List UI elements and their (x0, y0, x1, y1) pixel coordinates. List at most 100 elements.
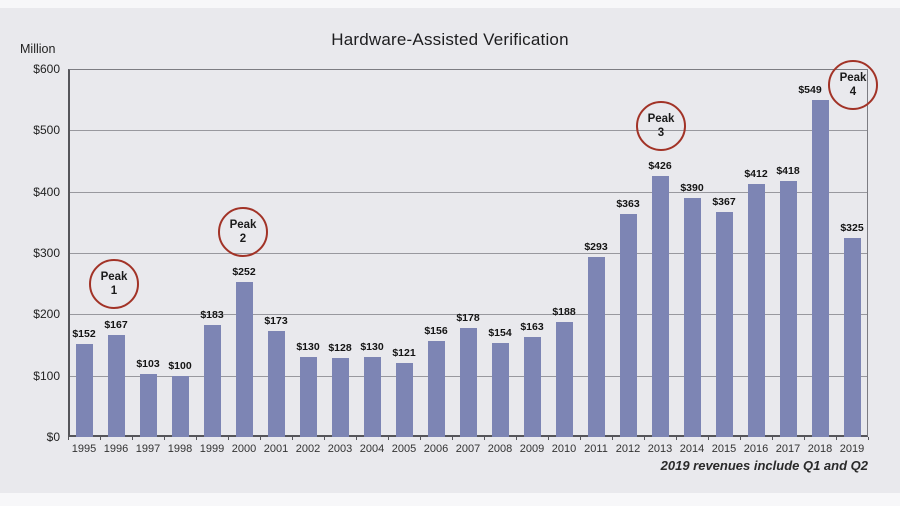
x-tick-label-1997: 1997 (135, 443, 161, 455)
x-axis-tick (612, 437, 613, 440)
x-tick-label-1999: 1999 (199, 443, 225, 455)
peak-annotation-text: Peak (839, 71, 867, 84)
x-axis-tick (356, 437, 357, 440)
bar-1997 (140, 374, 157, 437)
x-axis-tick (516, 437, 517, 440)
x-tick-label-2015: 2015 (711, 443, 737, 455)
x-tick-label-2010: 2010 (551, 443, 577, 455)
bar-value-label-2006: $156 (424, 325, 448, 337)
x-tick-label-2017: 2017 (775, 443, 801, 455)
top-margin-strip (0, 0, 900, 8)
peak-annotation-number: 4 (849, 86, 857, 98)
gridline-$200 (70, 314, 867, 316)
bar-value-label-2013: $426 (648, 160, 672, 172)
peak-annotation-text: Peak (100, 270, 128, 283)
bar-value-label-2015: $367 (712, 196, 736, 208)
x-axis-tick (260, 437, 261, 440)
x-tick-label-1995: 1995 (71, 443, 97, 455)
bar-value-label-2019: $325 (840, 222, 864, 234)
x-tick-label-2012: 2012 (615, 443, 641, 455)
x-axis-tick (868, 437, 869, 440)
x-axis-tick (292, 437, 293, 440)
bar-value-label-2002: $130 (296, 341, 320, 353)
bar-2016 (748, 184, 765, 437)
bar-value-label-2000: $252 (232, 266, 256, 278)
x-axis-tick (804, 437, 805, 440)
bar-value-label-1998: $100 (168, 360, 192, 372)
x-tick-label-2019: 2019 (839, 443, 865, 455)
bar-2004 (364, 357, 381, 437)
x-axis-tick (132, 437, 133, 440)
y-tick-label: $0 (46, 430, 60, 444)
bar-2007 (460, 328, 477, 437)
gridline-$400 (70, 191, 867, 193)
bar-2005 (396, 363, 413, 437)
x-axis-tick (196, 437, 197, 440)
bar-value-label-2016: $412 (744, 168, 768, 180)
bar-value-label-1999: $183 (200, 309, 224, 321)
bar-value-label-2005: $121 (392, 347, 416, 359)
bar-value-label-2014: $390 (680, 182, 704, 194)
peak-annotation-text: Peak (229, 218, 257, 231)
bar-2012 (620, 214, 637, 437)
gridline-$300 (70, 253, 867, 254)
bar-1995 (76, 344, 93, 437)
x-axis-tick (452, 437, 453, 440)
y-tick-label: $200 (33, 307, 60, 322)
x-tick-label-2005: 2005 (391, 443, 417, 455)
bar-1996 (108, 335, 125, 437)
peak-annotation-3: Peak 3 (636, 101, 686, 151)
bar-value-label-2007: $178 (456, 312, 480, 324)
bar-2015 (716, 212, 733, 437)
x-tick-label-2000: 2000 (231, 443, 257, 455)
x-tick-label-2004: 2004 (359, 443, 385, 455)
x-tick-label-2014: 2014 (679, 443, 705, 455)
peak-annotation-4: Peak 4 (828, 60, 878, 110)
x-tick-label-1998: 1998 (167, 443, 193, 455)
x-axis-tick (68, 437, 69, 440)
x-axis-tick (100, 437, 101, 440)
chart-footnote: 2019 revenues include Q1 and Q2 (660, 458, 868, 473)
bar-value-label-2008: $154 (488, 327, 512, 339)
y-tick-label: $100 (33, 368, 60, 383)
x-tick-label-2001: 2001 (263, 443, 289, 455)
x-axis-tick (772, 437, 773, 440)
x-tick-label-2013: 2013 (647, 443, 673, 455)
x-axis-tick (164, 437, 165, 440)
bar-2011 (588, 257, 605, 437)
bar-2003 (332, 358, 349, 437)
y-tick-label: $500 (33, 123, 60, 138)
bar-2014 (684, 198, 701, 437)
x-tick-label-2007: 2007 (455, 443, 481, 455)
bar-value-label-2011: $293 (584, 241, 608, 253)
x-tick-label-1996: 1996 (103, 443, 129, 455)
x-axis-tick (644, 437, 645, 440)
bar-value-label-1997: $103 (136, 358, 160, 370)
bar-value-label-2003: $128 (328, 342, 352, 354)
x-tick-label-2009: 2009 (519, 443, 545, 455)
bar-value-label-2017: $418 (776, 165, 800, 177)
y-tick-label: $600 (33, 62, 60, 76)
y-tick-label: $400 (33, 184, 60, 199)
bar-2017 (780, 181, 797, 437)
x-tick-label-2006: 2006 (423, 443, 449, 455)
y-tick-label: $300 (33, 246, 60, 260)
x-tick-label-2008: 2008 (487, 443, 513, 455)
bar-1999 (204, 325, 221, 437)
bar-value-label-2001: $173 (264, 315, 288, 327)
bar-2002 (300, 357, 317, 437)
chart-title: Hardware-Assisted Verification (331, 30, 569, 49)
bar-value-label-2009: $163 (520, 321, 544, 333)
x-axis-tick (580, 437, 581, 440)
x-axis-tick (548, 437, 549, 440)
bar-2009 (524, 337, 541, 437)
x-tick-label-2011: 2011 (584, 443, 608, 455)
bar-2008 (492, 343, 509, 437)
bar-value-label-1996: $167 (104, 319, 128, 331)
peak-annotation-number: 2 (239, 233, 247, 245)
bar-1998 (172, 376, 189, 437)
peak-annotation-text: Peak (647, 112, 675, 125)
x-axis-tick (388, 437, 389, 440)
bar-2000 (236, 282, 253, 437)
bar-value-label-2012: $363 (616, 198, 640, 210)
